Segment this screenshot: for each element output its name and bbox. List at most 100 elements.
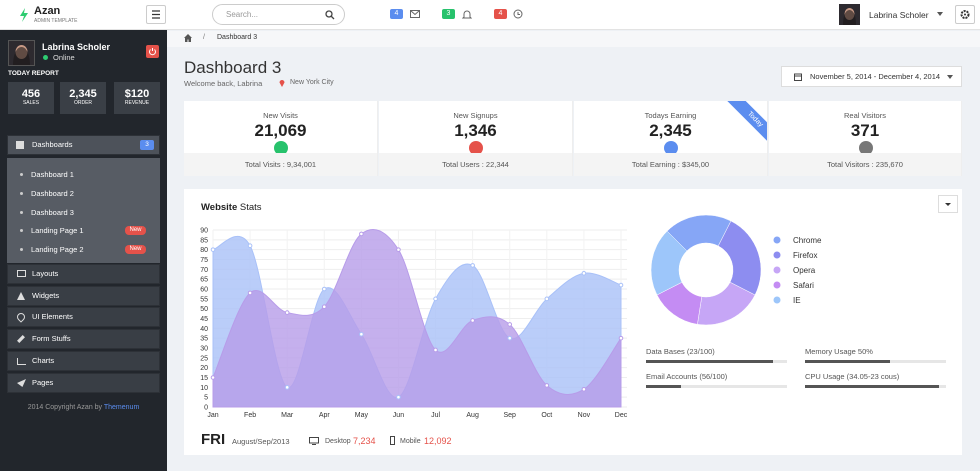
stat-card: Todays Earning 2,345 Total Earning : $345,…	[574, 101, 768, 176]
menu-label: UI Elements	[32, 312, 73, 321]
stat-icon	[859, 141, 873, 155]
user-caret[interactable]	[937, 12, 943, 16]
menu-item[interactable]: Widgets	[7, 286, 160, 306]
day: FRI	[201, 431, 226, 448]
settings-button[interactable]	[955, 5, 975, 24]
mobile-value: 12,092	[424, 436, 452, 446]
task-badge[interactable]: 4	[494, 9, 507, 19]
panel-dropdown[interactable]	[938, 195, 958, 213]
stat-footer: Total Users : 22,344	[379, 153, 572, 176]
status-dot	[43, 55, 48, 60]
panel-title-bold: Website	[201, 202, 238, 213]
bullet	[20, 229, 23, 232]
header-user[interactable]: Labrina Scholer	[869, 10, 929, 20]
menu-badge: 3	[140, 140, 154, 150]
stats-panel	[184, 189, 962, 455]
report-box: $120 REVENUE	[114, 82, 160, 114]
stat-footer: Total Earning : $345,00	[574, 153, 767, 176]
report-box: 456 SALES	[8, 82, 54, 114]
clock-icon[interactable]	[513, 9, 523, 19]
submenu-item[interactable]: Dashboard 2	[31, 189, 74, 198]
footer-link[interactable]: Themenum	[103, 404, 140, 411]
notification-badge[interactable]: 3	[442, 9, 455, 19]
menu-icon	[17, 292, 25, 300]
hamburger	[152, 10, 160, 19]
breadcrumb-bar	[167, 31, 980, 47]
bullet	[20, 192, 23, 195]
stat-footer: Total Visitors : 235,670	[769, 153, 961, 176]
stat-card: New Visits 21,069 Total Visits : 9,34,001	[184, 101, 378, 176]
search-box[interactable]: Search...	[212, 4, 345, 25]
menu-item[interactable]: Dashboards 3	[7, 135, 160, 155]
submenu-item[interactable]: Dashboard 3	[31, 208, 74, 217]
progress-track	[805, 360, 946, 363]
sidebar-avatar	[8, 40, 35, 66]
report-value: 2,345	[69, 88, 97, 100]
stat-card: New Signups 1,346 Total Users : 22,344	[379, 101, 573, 176]
report-value: 456	[21, 88, 41, 100]
progress-track	[805, 385, 946, 388]
menu-icon	[15, 311, 27, 323]
stat-label: Real Visitors	[844, 111, 886, 120]
report-title: TODAY REPORT	[8, 70, 59, 77]
brand: Azan	[34, 5, 61, 17]
submenu-item[interactable]: Landing Page 2	[31, 245, 84, 254]
report-label: SALES	[22, 100, 40, 106]
menu-toggle[interactable]	[146, 5, 166, 24]
power-icon	[149, 48, 156, 56]
menu-item[interactable]: Layouts	[7, 264, 160, 284]
date-range-button[interactable]: November 5, 2014 - December 4, 2014	[781, 66, 962, 87]
desktop-value: 7,234	[353, 436, 376, 446]
copyright: 2014 Copyright Azan by	[27, 404, 103, 411]
menu-icon	[17, 270, 26, 277]
menu-item[interactable]: Pages	[7, 373, 160, 393]
menu-label: Dashboards	[32, 140, 73, 149]
search-icon	[325, 10, 335, 20]
stat-footer: Total Visits : 9,34,001	[184, 153, 377, 176]
search-placeholder: Search...	[226, 10, 259, 19]
caret	[947, 75, 953, 79]
panel-title: Website Stats	[201, 202, 262, 213]
page-title: Dashboard 3	[184, 58, 282, 77]
calendar-icon	[794, 73, 802, 81]
date-range: November 5, 2014 - December 4, 2014	[810, 72, 941, 81]
stat-icon	[274, 141, 288, 155]
desktop-label: Desktop	[325, 438, 351, 445]
new-badge: New	[125, 245, 146, 254]
power-button[interactable]	[146, 45, 159, 58]
sidebar-footer: 2014 Copyright Azan by Themenum	[0, 404, 167, 411]
progress-track	[646, 385, 787, 388]
bullet	[20, 173, 23, 176]
menu-label: Pages	[32, 378, 54, 387]
progress-label: Email Accounts (56/100)	[646, 372, 728, 381]
menu-icon	[17, 379, 26, 387]
menu-item[interactable]: UI Elements	[7, 307, 160, 327]
mail-badge[interactable]: 4	[390, 9, 403, 19]
sidebar-user: Labrina Scholer	[42, 42, 111, 52]
bullet	[20, 211, 23, 214]
submenu-item[interactable]: Dashboard 1	[31, 170, 74, 179]
menu-label: Form Stuffs	[32, 334, 71, 343]
progress-fill	[646, 360, 773, 363]
stat-label: New Visits	[263, 111, 298, 120]
stat-value: 2,345	[649, 121, 692, 140]
report-label: ORDER	[73, 100, 93, 106]
menu-item[interactable]: Charts	[7, 351, 160, 371]
report-value: $120	[124, 88, 150, 100]
mail-icon[interactable]	[410, 10, 420, 18]
menu-icon	[16, 141, 24, 149]
panel-title-rest: Stats	[239, 202, 262, 213]
stat-label: Todays Earning	[644, 111, 697, 120]
home-icon[interactable]	[184, 34, 192, 42]
stat-value: 1,346	[454, 121, 497, 140]
bell-icon[interactable]	[462, 9, 472, 19]
location: New York City	[290, 79, 334, 86]
avatar-face	[13, 45, 30, 65]
menu-item[interactable]: Form Stuffs	[7, 329, 160, 349]
header-avatar[interactable]	[839, 4, 860, 25]
status: Online	[53, 53, 75, 62]
gear-icon	[960, 10, 970, 19]
submenu-item[interactable]: Landing Page 1	[31, 226, 84, 235]
breadcrumb-separator: /	[203, 34, 205, 41]
progress-fill	[805, 385, 939, 388]
